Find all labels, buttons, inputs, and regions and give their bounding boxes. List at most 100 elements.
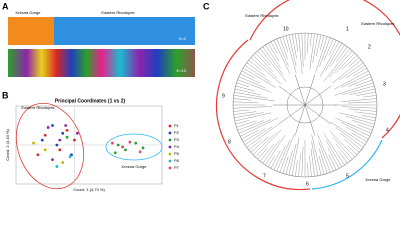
branch bbox=[363, 95, 377, 98]
branch bbox=[317, 134, 334, 172]
branch bbox=[252, 133, 276, 155]
branch bbox=[340, 98, 377, 102]
branch bbox=[333, 70, 369, 90]
branch bbox=[333, 137, 353, 160]
branch bbox=[267, 155, 275, 167]
branch bbox=[234, 88, 262, 96]
point bbox=[73, 138, 76, 142]
branch bbox=[351, 132, 367, 143]
branch bbox=[310, 33, 312, 47]
point bbox=[75, 131, 79, 135]
point bbox=[110, 141, 114, 145]
branch bbox=[347, 101, 377, 104]
panel-label: A bbox=[2, 1, 9, 11]
cluster-number: 1 bbox=[346, 26, 349, 32]
y-axis-label: Coord. 2 (3.43 %) bbox=[5, 129, 10, 161]
branch bbox=[233, 95, 275, 101]
branch bbox=[262, 139, 280, 164]
branch bbox=[304, 104, 316, 136]
point bbox=[121, 145, 124, 149]
point bbox=[55, 143, 59, 147]
ancestry-block bbox=[8, 17, 52, 45]
branch bbox=[312, 34, 319, 63]
branch bbox=[248, 59, 263, 71]
clade-arc bbox=[215, 39, 311, 191]
point bbox=[46, 126, 50, 129]
cluster-number: 10 bbox=[283, 26, 289, 32]
branch bbox=[279, 37, 288, 60]
branch bbox=[304, 86, 332, 106]
branch bbox=[301, 146, 304, 177]
point bbox=[32, 141, 35, 145]
branch bbox=[348, 76, 372, 87]
panel-label: B bbox=[2, 90, 9, 100]
tree bbox=[233, 33, 377, 177]
legend-swatch bbox=[168, 152, 172, 156]
branch bbox=[282, 156, 289, 174]
branch bbox=[356, 91, 376, 96]
point bbox=[61, 131, 65, 135]
legend-swatch bbox=[168, 131, 172, 135]
cluster-number: 6 bbox=[306, 181, 309, 187]
branch bbox=[273, 145, 286, 170]
legend-label: P3 bbox=[174, 137, 180, 142]
branch bbox=[351, 119, 374, 128]
point bbox=[40, 138, 44, 142]
branch bbox=[348, 88, 376, 96]
x-axis-label: Coord. 1 (4.73 %) bbox=[73, 187, 105, 192]
clade-arc bbox=[311, 139, 383, 190]
legend-swatch bbox=[168, 159, 172, 163]
figure: A Kresna Gorge Eastern Rhodopes K=2 K=10… bbox=[2, 0, 400, 192]
branch bbox=[255, 129, 282, 158]
branch bbox=[236, 82, 249, 87]
legend-label: P5 bbox=[174, 151, 180, 156]
branch bbox=[329, 130, 355, 158]
branch bbox=[345, 65, 366, 79]
branch bbox=[285, 150, 293, 175]
legend-swatch bbox=[168, 138, 172, 142]
branch bbox=[246, 62, 267, 77]
chart-title: Principal Coordinates (1 vs 2) bbox=[55, 98, 126, 104]
point bbox=[36, 153, 40, 157]
branch bbox=[265, 44, 281, 69]
branch bbox=[318, 141, 331, 173]
branch bbox=[309, 33, 315, 70]
branch bbox=[345, 116, 375, 125]
branch bbox=[288, 34, 297, 67]
branch bbox=[250, 136, 269, 153]
branch bbox=[282, 36, 288, 52]
cluster-number: 5 bbox=[346, 173, 349, 179]
point bbox=[124, 148, 127, 152]
point bbox=[68, 155, 72, 159]
point bbox=[116, 143, 120, 147]
branch bbox=[298, 153, 301, 177]
clade-label: Eastern Rhodopes bbox=[361, 21, 394, 26]
branch bbox=[336, 46, 348, 63]
branch bbox=[252, 55, 277, 79]
branch bbox=[341, 55, 358, 70]
branch bbox=[352, 67, 367, 77]
branch bbox=[291, 34, 297, 59]
legend-swatch bbox=[168, 124, 172, 128]
branch bbox=[335, 117, 372, 134]
branch bbox=[334, 82, 374, 96]
point bbox=[134, 141, 138, 145]
branch bbox=[315, 36, 328, 73]
branch bbox=[328, 40, 337, 56]
branch bbox=[270, 41, 278, 54]
branch bbox=[262, 46, 284, 76]
branch bbox=[307, 162, 309, 177]
branch bbox=[327, 147, 340, 169]
branch bbox=[279, 133, 295, 173]
branch bbox=[330, 44, 345, 67]
branch bbox=[341, 85, 375, 96]
point bbox=[51, 158, 54, 162]
branch bbox=[362, 115, 376, 119]
branch bbox=[233, 106, 273, 109]
branch bbox=[243, 67, 276, 88]
branch bbox=[335, 52, 355, 74]
branch bbox=[259, 143, 274, 162]
branch bbox=[236, 120, 257, 128]
point bbox=[43, 148, 47, 152]
branch bbox=[233, 111, 257, 115]
